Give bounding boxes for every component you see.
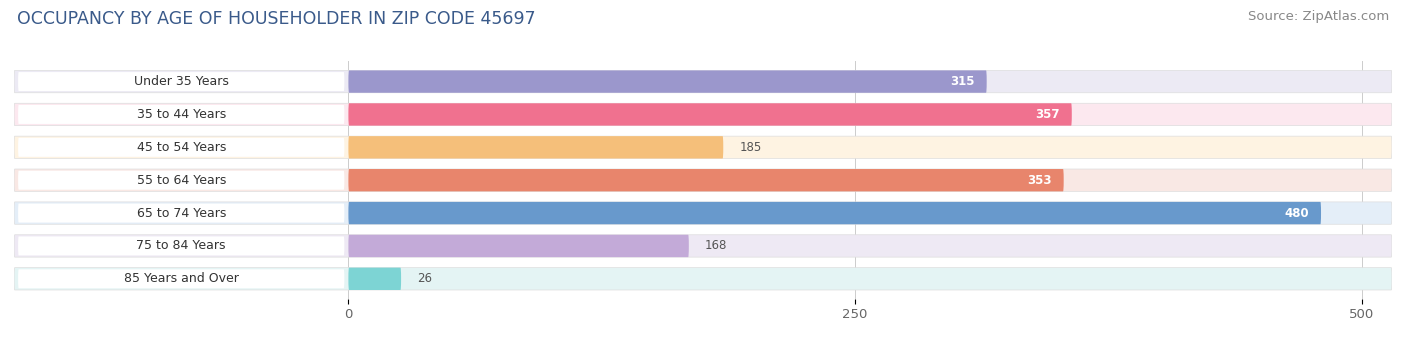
Text: 55 to 64 Years: 55 to 64 Years — [136, 174, 226, 187]
Text: 480: 480 — [1284, 207, 1309, 220]
FancyBboxPatch shape — [349, 235, 689, 257]
Text: 65 to 74 Years: 65 to 74 Years — [136, 207, 226, 220]
Text: 85 Years and Over: 85 Years and Over — [124, 272, 239, 285]
Text: 185: 185 — [740, 141, 762, 154]
FancyBboxPatch shape — [14, 235, 1392, 257]
FancyBboxPatch shape — [14, 70, 1392, 93]
FancyBboxPatch shape — [349, 268, 401, 290]
FancyBboxPatch shape — [18, 72, 344, 91]
FancyBboxPatch shape — [14, 268, 1392, 290]
FancyBboxPatch shape — [18, 138, 344, 157]
Text: 315: 315 — [950, 75, 974, 88]
FancyBboxPatch shape — [18, 269, 344, 288]
Text: 26: 26 — [418, 272, 432, 285]
FancyBboxPatch shape — [349, 202, 1322, 224]
Text: 353: 353 — [1026, 174, 1052, 187]
FancyBboxPatch shape — [18, 171, 344, 190]
Text: 75 to 84 Years: 75 to 84 Years — [136, 239, 226, 252]
Text: OCCUPANCY BY AGE OF HOUSEHOLDER IN ZIP CODE 45697: OCCUPANCY BY AGE OF HOUSEHOLDER IN ZIP C… — [17, 10, 536, 28]
FancyBboxPatch shape — [349, 70, 987, 93]
Text: 35 to 44 Years: 35 to 44 Years — [136, 108, 226, 121]
FancyBboxPatch shape — [18, 236, 344, 255]
Text: 357: 357 — [1035, 108, 1060, 121]
FancyBboxPatch shape — [349, 103, 1071, 126]
FancyBboxPatch shape — [14, 169, 1392, 191]
Text: Source: ZipAtlas.com: Source: ZipAtlas.com — [1249, 10, 1389, 23]
FancyBboxPatch shape — [18, 204, 344, 223]
FancyBboxPatch shape — [18, 105, 344, 124]
Text: 45 to 54 Years: 45 to 54 Years — [136, 141, 226, 154]
FancyBboxPatch shape — [349, 136, 723, 158]
FancyBboxPatch shape — [14, 136, 1392, 158]
FancyBboxPatch shape — [14, 202, 1392, 224]
FancyBboxPatch shape — [349, 169, 1064, 191]
FancyBboxPatch shape — [14, 103, 1392, 126]
Text: Under 35 Years: Under 35 Years — [134, 75, 229, 88]
Text: 168: 168 — [704, 239, 727, 252]
